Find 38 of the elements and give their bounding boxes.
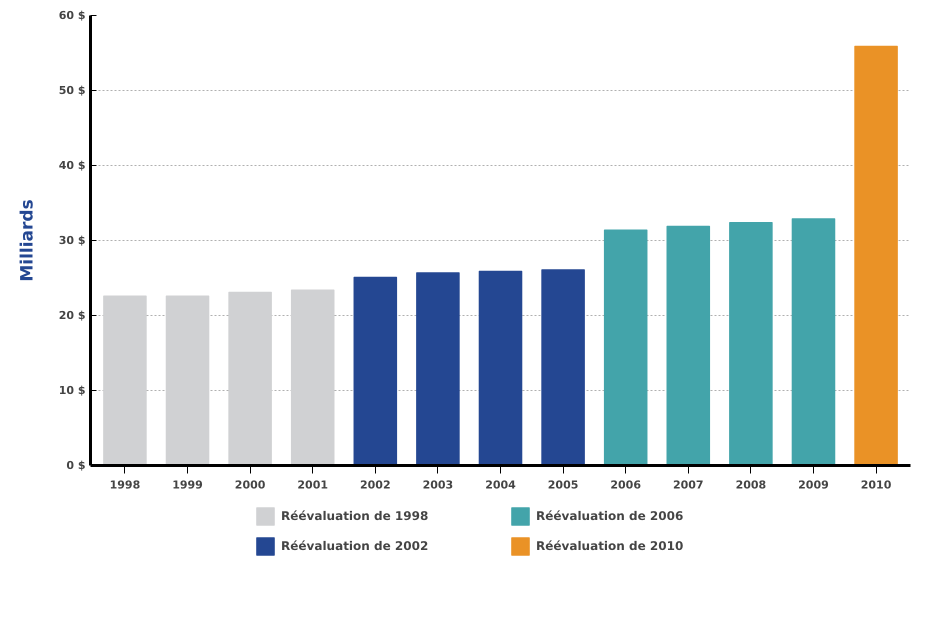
bar bbox=[290, 290, 334, 466]
bar bbox=[416, 272, 460, 466]
y-tick-label: 30 $ bbox=[58, 234, 86, 247]
x-tick-label: 1999 bbox=[172, 478, 203, 492]
y-tick-label: 10 $ bbox=[58, 384, 86, 397]
x-tick-label: 2010 bbox=[860, 478, 892, 492]
x-tick-label: 2009 bbox=[798, 478, 829, 492]
y-tick-label: 40 $ bbox=[58, 159, 86, 172]
bar bbox=[729, 222, 773, 466]
x-tick-label: 2003 bbox=[422, 478, 454, 492]
bar bbox=[478, 270, 522, 466]
bar bbox=[228, 292, 272, 466]
x-tick-label: 1998 bbox=[110, 478, 140, 492]
y-tick-label: 50 $ bbox=[58, 84, 86, 97]
x-tick-label: 2005 bbox=[548, 478, 578, 492]
bar bbox=[166, 296, 210, 466]
legend-label: Réévaluation de 1998 bbox=[281, 509, 430, 523]
bar bbox=[854, 46, 898, 466]
x-tick-label: 2008 bbox=[736, 478, 766, 492]
y-axis-title: Milliards bbox=[18, 199, 38, 282]
y-tick-label: 60 $ bbox=[58, 9, 86, 22]
legend-label: Réévaluation de 2002 bbox=[281, 539, 430, 553]
x-tick-label: 2002 bbox=[360, 478, 391, 492]
legend-label: Réévaluation de 2010 bbox=[536, 539, 684, 553]
bar bbox=[666, 226, 710, 466]
legend-label: Réévaluation de 2006 bbox=[536, 509, 684, 523]
x-tick-label: 2006 bbox=[610, 478, 642, 492]
x-tick-label: 2004 bbox=[485, 478, 516, 492]
y-tick-label: 0 $ bbox=[66, 459, 86, 472]
x-tick-label: 2007 bbox=[672, 478, 704, 492]
y-tick-label: 20 $ bbox=[58, 309, 86, 322]
bar bbox=[604, 230, 648, 466]
bar bbox=[354, 276, 398, 466]
x-tick-label: 2001 bbox=[297, 478, 328, 492]
bar bbox=[792, 218, 836, 466]
bar bbox=[103, 296, 147, 466]
bar bbox=[541, 269, 585, 466]
x-tick-label: 2000 bbox=[234, 478, 266, 492]
